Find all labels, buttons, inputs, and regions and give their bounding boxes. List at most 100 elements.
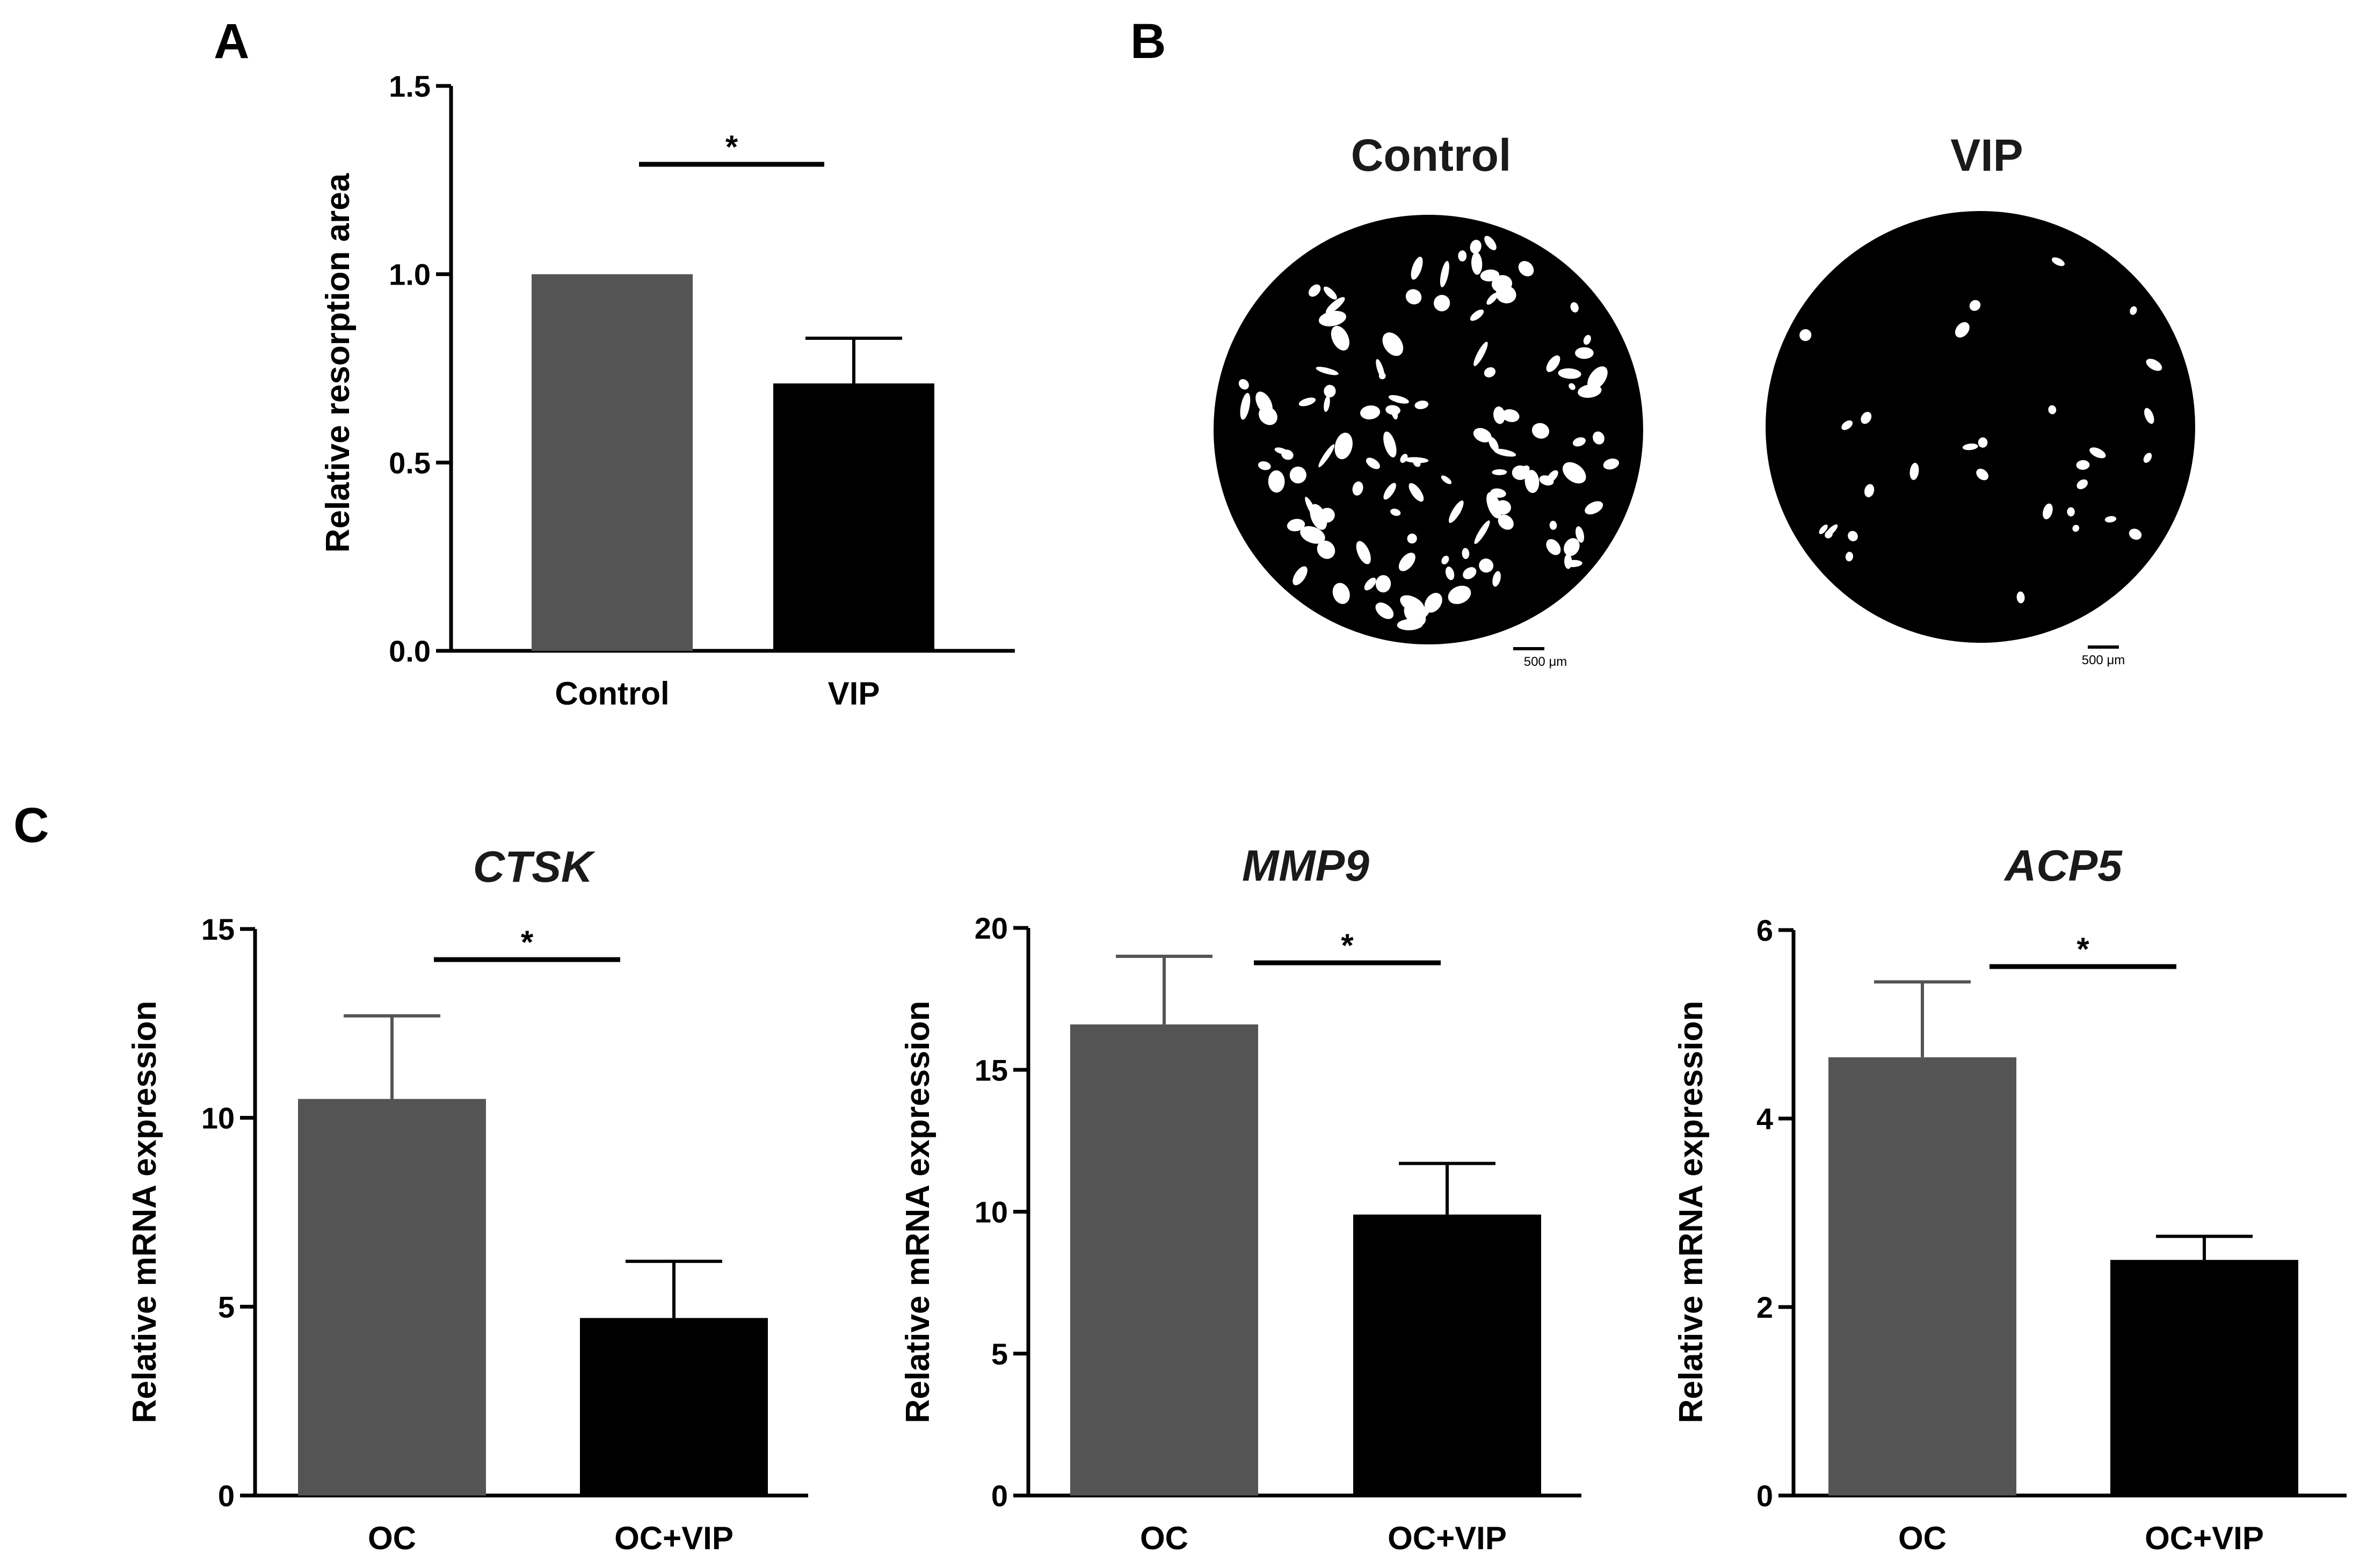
- bar: [532, 274, 693, 651]
- resorption-pit: [1585, 501, 1603, 514]
- micrograph-vip-pits: [1799, 257, 2162, 604]
- micrograph-vip: VIP 500 μm: [1766, 130, 2195, 667]
- resorption-pit: [1531, 423, 1550, 439]
- bar: [580, 1318, 768, 1496]
- resorption-pit: [1324, 384, 1336, 398]
- resorption-pit: [1484, 367, 1496, 378]
- y-axis-label: Relative mRNA expression: [1673, 1001, 1710, 1424]
- resorption-pit: [1414, 400, 1429, 409]
- y-tick-label: 15: [201, 912, 235, 946]
- resorption-pit: [1383, 431, 1397, 458]
- scale-bar-vip-label: 500 μm: [2082, 653, 2125, 667]
- x-tick-label: OC: [1140, 1520, 1188, 1556]
- resorption-pit: [1440, 260, 1449, 287]
- y-tick-label: 5: [218, 1290, 235, 1324]
- resorption-pit: [1375, 602, 1394, 619]
- resorption-pit: [1407, 533, 1417, 544]
- resorption-pit: [1563, 462, 1586, 484]
- y-tick-label: 1.0: [389, 258, 431, 292]
- resorption-pit: [2146, 359, 2162, 371]
- resorption-pit: [2129, 528, 2142, 540]
- y-tick-label: 10: [975, 1195, 1008, 1229]
- resorption-pit: [1473, 428, 1492, 442]
- y-tick-label: 10: [201, 1101, 235, 1135]
- resorption-pit: [1325, 297, 1345, 314]
- resorption-pit: [1969, 300, 1981, 311]
- resorption-pit: [1864, 484, 1875, 498]
- resorption-pit: [1593, 431, 1604, 445]
- resorption-pit: [1861, 412, 1872, 424]
- bar: [1070, 1024, 1258, 1496]
- resorption-pit: [1603, 458, 1620, 470]
- resorption-pit: [1493, 406, 1506, 424]
- resorption-pit: [1300, 526, 1325, 544]
- resorption-pit: [2089, 447, 2106, 459]
- y-tick-label: 20: [975, 911, 1008, 945]
- resorption-pit: [1400, 454, 1408, 463]
- significance-star: *: [725, 129, 738, 165]
- resorption-pit: [1587, 366, 1608, 390]
- bar: [2110, 1260, 2298, 1496]
- resorption-pit: [1293, 566, 1308, 585]
- y-tick-label: 0.0: [389, 634, 431, 668]
- y-axis-label: Relative mRNA expression: [126, 1001, 163, 1424]
- y-tick-label: 0: [1756, 1479, 1773, 1513]
- resorption-pit: [1258, 461, 1271, 470]
- resorption-pit: [1572, 437, 1586, 447]
- resorption-pit: [1558, 368, 1581, 379]
- resorption-pit: [1287, 519, 1305, 532]
- resorption-pit: [1978, 437, 1988, 448]
- y-tick-label: 0: [218, 1479, 235, 1513]
- resorption-pit: [1490, 488, 1506, 498]
- x-tick-label: Control: [555, 676, 669, 712]
- resorption-pit: [1512, 465, 1529, 480]
- resorption-pit: [1479, 558, 1494, 573]
- resorption-pit: [1383, 483, 1396, 500]
- resorption-pit: [1331, 325, 1349, 351]
- resorption-pit: [1474, 520, 1490, 545]
- resorption-pit: [1825, 530, 1833, 539]
- resorption-pit: [1445, 567, 1455, 580]
- resorption-pit: [2067, 507, 2075, 517]
- resorption-pit: [1848, 531, 1858, 541]
- resorption-pit: [2051, 257, 2065, 266]
- bar: [298, 1099, 486, 1496]
- panel-letter-c: C: [13, 798, 49, 853]
- resorption-pit: [2104, 516, 2117, 522]
- resorption-pit: [1471, 252, 1483, 275]
- significance-star: *: [2076, 931, 2089, 967]
- resorption-pit: [1492, 571, 1501, 587]
- resorption-pit: [1441, 555, 1449, 565]
- resorption-pit: [1578, 384, 1602, 398]
- significance-star: *: [521, 924, 534, 960]
- panel-letter-b: B: [1130, 14, 1166, 69]
- resorption-pit: [1492, 469, 1507, 475]
- resorption-pit: [1318, 310, 1347, 326]
- resorption-pit: [1448, 500, 1464, 523]
- resorption-pit: [1388, 395, 1409, 404]
- chart-panel-a: 0.0 0.5 1.0 1.5 Control VIP * Relative resorpti…: [320, 69, 1015, 712]
- resorption-pit: [1334, 432, 1353, 460]
- resorption-pit: [1324, 396, 1330, 412]
- resorption-pit: [1441, 475, 1452, 484]
- chart-mmp9: 0 5 10 15 20 OC OC+VIP * Relative mRNA expressio…: [899, 841, 1581, 1556]
- resorption-pit: [1310, 504, 1327, 530]
- resorption-pit: [1238, 379, 1249, 390]
- resorption-pit: [1398, 553, 1415, 571]
- resorption-pit: [1298, 397, 1316, 406]
- resorption-pit: [1352, 481, 1363, 496]
- resorption-pit: [1434, 295, 1450, 311]
- resorption-pit: [1564, 560, 1582, 568]
- resorption-pit: [1405, 289, 1422, 304]
- resorption-pit: [1524, 470, 1540, 493]
- resorption-pit: [1375, 575, 1391, 593]
- resorption-pit: [1494, 500, 1511, 515]
- bar: [1828, 1057, 2016, 1496]
- resorption-pit: [2043, 503, 2053, 520]
- micrograph-vip-well: [1766, 211, 2195, 643]
- resorption-pit: [1799, 329, 1812, 342]
- chart-title: ACP5: [2003, 841, 2123, 890]
- y-tick-label: 6: [1756, 913, 1773, 947]
- resorption-pit: [1955, 322, 1970, 338]
- resorption-pit: [2143, 453, 2152, 463]
